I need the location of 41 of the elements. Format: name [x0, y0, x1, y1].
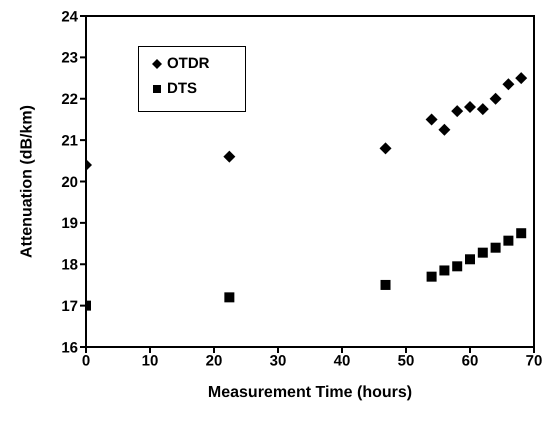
point	[451, 105, 464, 118]
y-tick-label: 24	[61, 8, 79, 26]
x-tick-label: 50	[398, 352, 414, 370]
y-tick-label: 21	[61, 132, 78, 150]
point	[490, 92, 502, 105]
legend-label: DTS	[167, 80, 197, 97]
point	[452, 261, 462, 272]
point	[464, 101, 476, 114]
point	[465, 254, 475, 264]
point	[426, 113, 438, 126]
point	[426, 272, 437, 282]
y-axis-title: Attenuation (dB/km)	[18, 105, 36, 258]
point	[515, 72, 528, 84]
x-tick-label: 20	[206, 352, 222, 370]
x-tick-label: 40	[334, 352, 350, 370]
x-tick-label: 30	[270, 352, 286, 370]
point	[503, 236, 514, 246]
point	[502, 78, 514, 90]
x-axis-title: Measurement Time (hours)	[208, 384, 412, 401]
y-tick-label: 23	[61, 50, 78, 67]
x-tick-label: 60	[462, 352, 478, 370]
point	[478, 248, 488, 258]
y-tick-label: 19	[61, 215, 78, 232]
legend-label: OTDR	[167, 55, 210, 72]
point	[476, 103, 489, 116]
y-tick-label: 20	[61, 174, 78, 191]
point	[224, 292, 234, 302]
y-tick-label: 18	[61, 256, 78, 274]
y-tick-label: 17	[61, 298, 78, 315]
x-tick-label: 0	[82, 352, 90, 370]
point	[223, 150, 236, 163]
y-tick-label: 22	[61, 91, 78, 108]
point	[490, 242, 501, 253]
point	[438, 124, 450, 136]
x-tick-label: 10	[142, 352, 158, 370]
point	[516, 228, 526, 238]
x-tick-label: 70	[526, 352, 542, 370]
point	[380, 142, 392, 154]
point	[380, 280, 391, 290]
point	[439, 265, 450, 276]
y-tick-label: 16	[61, 339, 78, 356]
